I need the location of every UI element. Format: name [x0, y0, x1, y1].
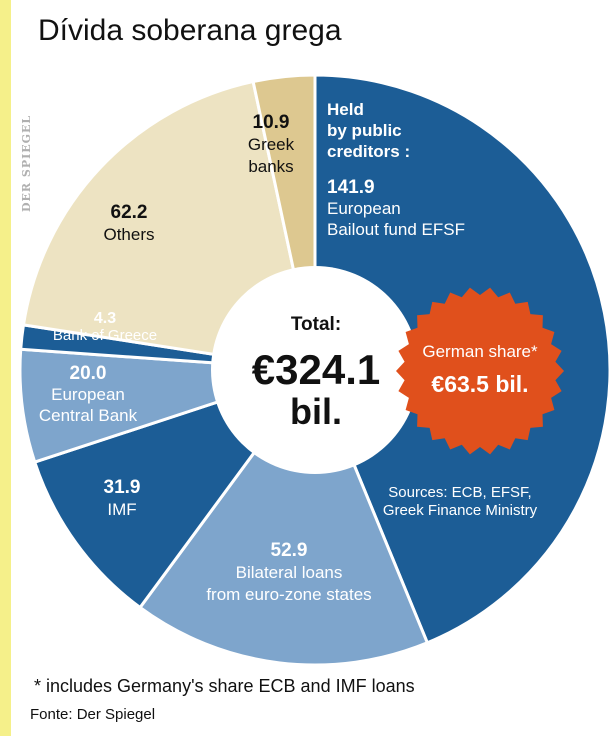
- sources-label: Greek Finance Ministry: [383, 502, 538, 519]
- slice-name-label: IMF: [107, 500, 136, 519]
- slice-value-label: 10.9: [253, 112, 290, 133]
- slice-name-label: European: [327, 199, 401, 218]
- source-note: Fonte: Der Spiegel: [30, 706, 156, 723]
- slice-name-label: Central Bank: [39, 406, 138, 425]
- slice-value-label: 31.9: [104, 477, 141, 498]
- total-value: €324.1: [252, 346, 380, 393]
- slice-name-label: Others: [103, 225, 154, 244]
- slice-name-label: Bailout fund EFSF: [327, 220, 465, 239]
- slice-name-label: European: [51, 385, 125, 404]
- slice-name-label: banks: [248, 157, 293, 176]
- german-share-starburst: [396, 287, 564, 455]
- footnote: * includes Germany's share ECB and IMF l…: [34, 676, 415, 696]
- slice-value-label: 62.2: [111, 202, 148, 223]
- slice-name-label: from euro-zone states: [206, 585, 371, 604]
- total-unit: bil.: [290, 391, 342, 432]
- sources-label: Sources: ECB, EFSF,: [388, 484, 531, 501]
- pie-slice-1: [137, 366, 430, 667]
- slice-name-label: Greek: [248, 135, 295, 154]
- slice-value-label: 20.0: [70, 363, 107, 384]
- slice-label-2: 31.9 IMF: [104, 477, 141, 519]
- public-creditors-heading: Held: [327, 100, 364, 119]
- slice-label-6: 10.9 Greek banks: [248, 112, 295, 176]
- slice-name-label: Bank of Greece: [53, 327, 157, 344]
- slice-name-label: Bilateral loans: [236, 563, 343, 582]
- slice-label-1: 52.9 Bilateral loans from euro-zone states: [206, 540, 371, 604]
- public-creditors-heading: creditors :: [327, 142, 410, 161]
- slice-label-5: 62.2 Others: [103, 202, 154, 244]
- public-creditors-heading: by public: [327, 121, 402, 140]
- slice-value-label: 141.9: [327, 177, 375, 198]
- german-share-label: German share*: [422, 342, 538, 361]
- german-share-value: €63.5 bil.: [431, 371, 528, 397]
- yellow-border-strip: [0, 0, 11, 736]
- slice-value-label: 4.3: [94, 310, 116, 327]
- total-label: Total:: [291, 314, 341, 335]
- slice-value-label: 52.9: [271, 540, 308, 561]
- donut-hole: [211, 266, 419, 474]
- page-title: Dívida soberana grega: [38, 14, 342, 47]
